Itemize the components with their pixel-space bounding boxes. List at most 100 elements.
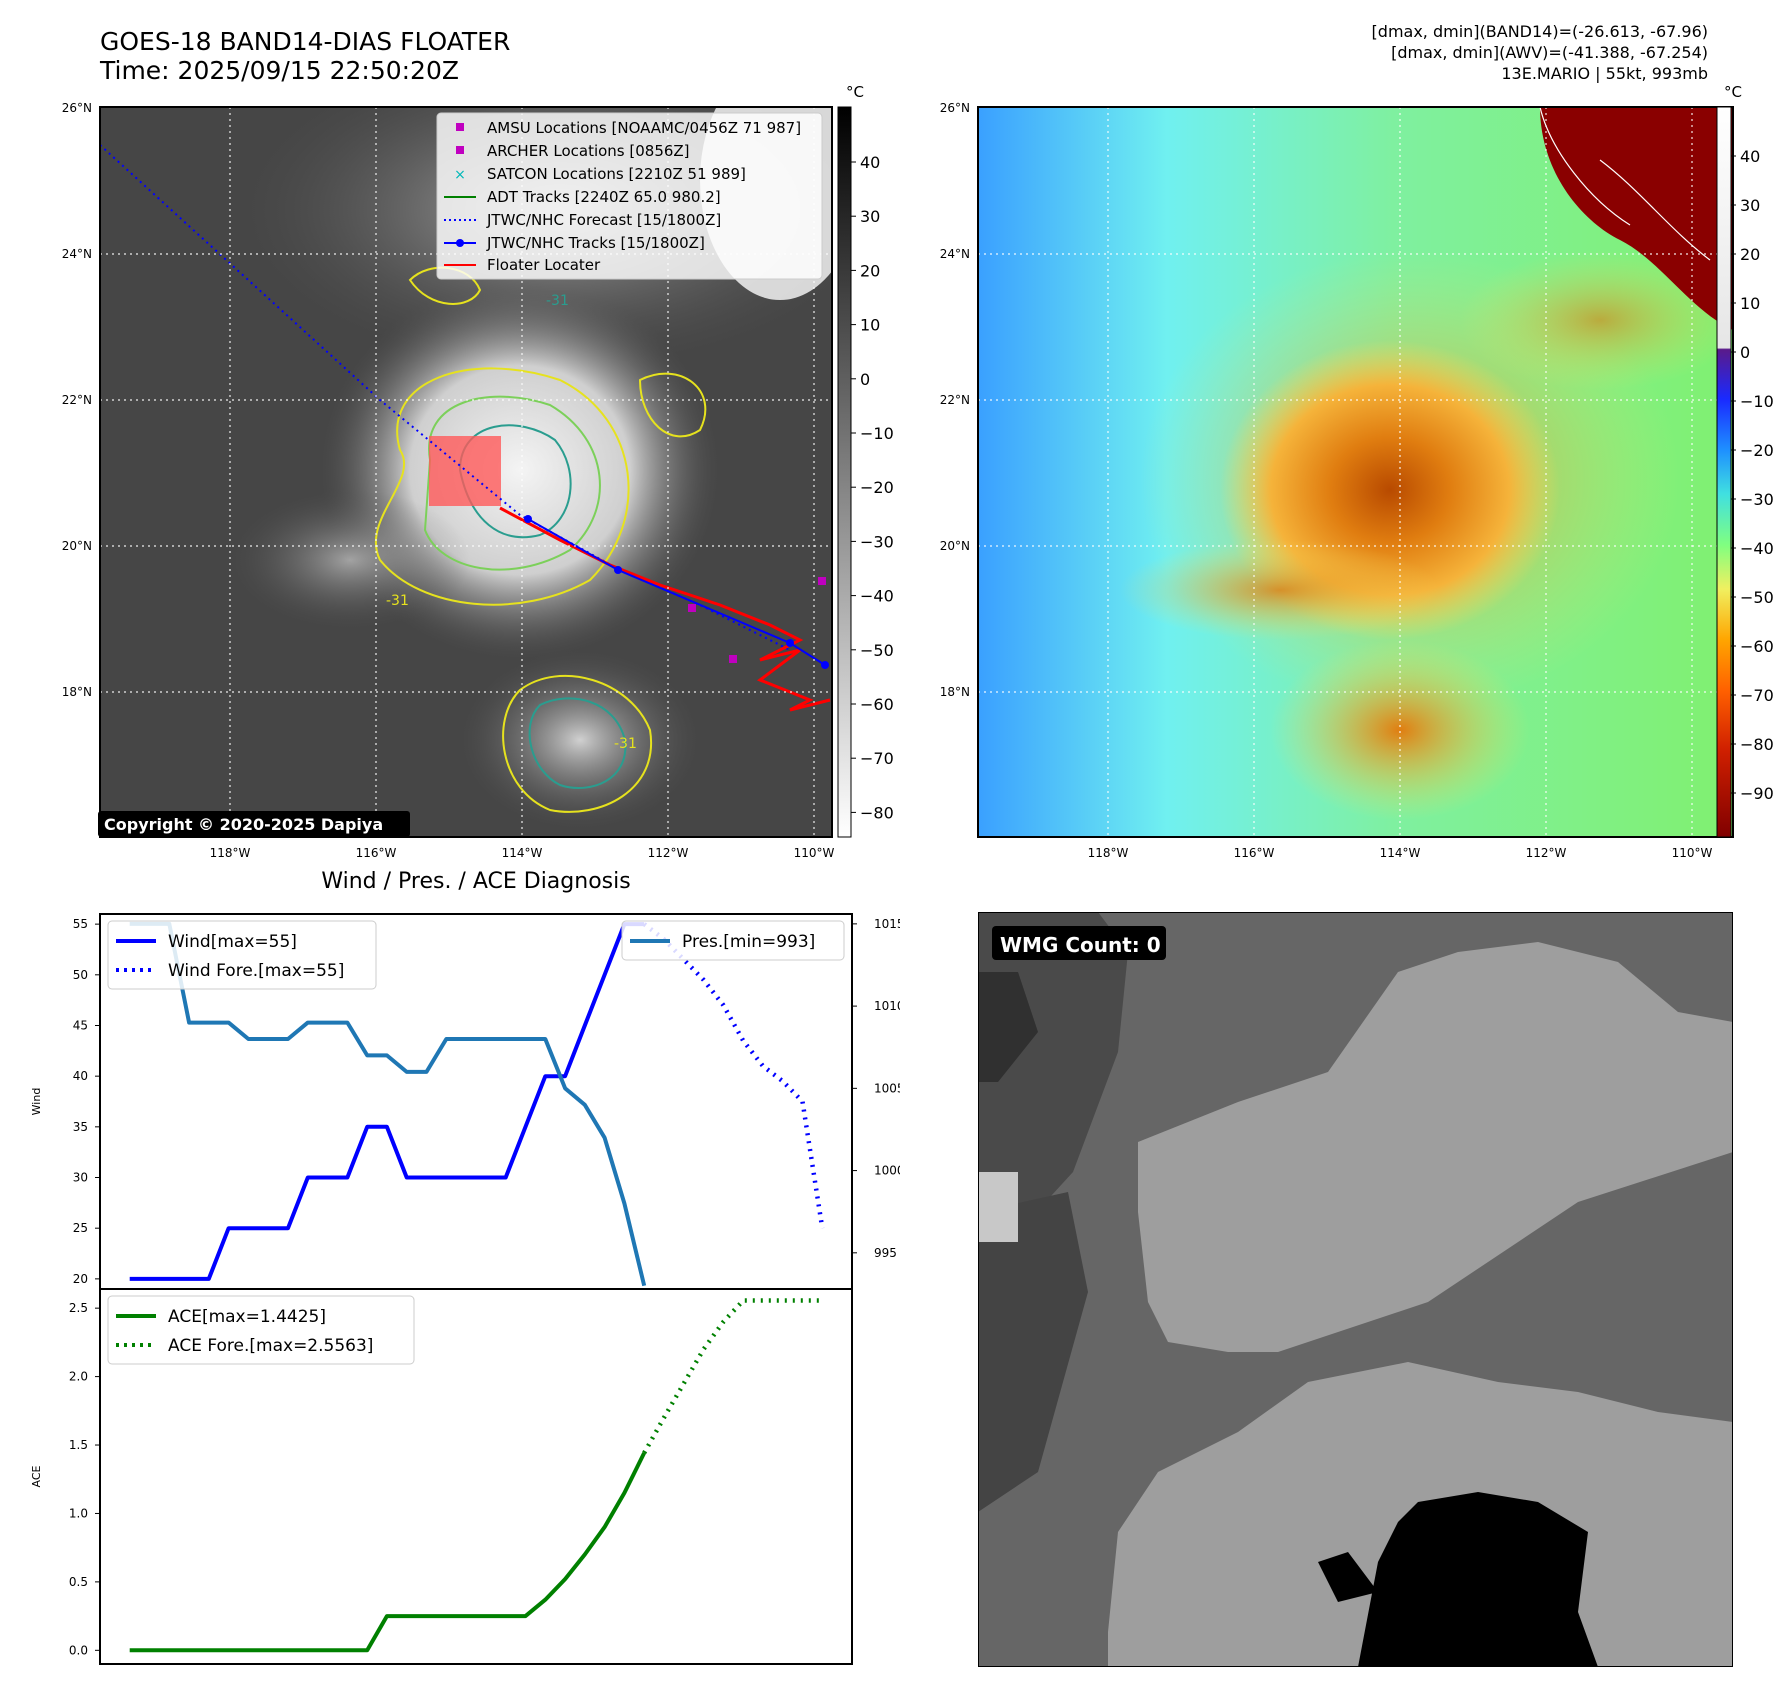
colorbar-tick-label: −70 bbox=[860, 749, 894, 768]
lon-label: 118°W bbox=[1088, 846, 1129, 860]
colorbar-tick-label: −10 bbox=[1740, 392, 1774, 411]
copyright-text: Copyright © 2020-2025 Dapiya bbox=[104, 815, 383, 834]
y-right-tick-label: 995 bbox=[874, 1246, 897, 1260]
figure-title: GOES-18 BAND14-DIAS FLOATER bbox=[100, 27, 511, 56]
lat-label: 22°N bbox=[62, 393, 92, 407]
colorbar-tick-label: 0 bbox=[1740, 343, 1750, 362]
lat-label: 20°N bbox=[62, 539, 92, 553]
colorbar-tick-label: −30 bbox=[860, 532, 894, 551]
y-tick-label: 2.5 bbox=[69, 1301, 88, 1315]
y-right-tick-label: 1000 bbox=[874, 1164, 900, 1178]
y-right-tick-label: 1015 bbox=[874, 917, 900, 931]
colorbar-tick-label: −30 bbox=[1740, 490, 1774, 509]
colorbar-tick-label: 20 bbox=[1740, 245, 1760, 264]
series-line bbox=[129, 1452, 646, 1653]
y-tick-label: 1.5 bbox=[69, 1438, 88, 1452]
diagnosis-chart: 20 25 30 35 40 45 50 55 995 1000 1005 1010 1015 Wind P… bbox=[30, 913, 900, 1665]
colorbar-tick-label: −10 bbox=[860, 424, 894, 443]
colorbar-unit: °C bbox=[846, 83, 864, 101]
figure-time: Time: 2025/09/15 22:50:20Z bbox=[100, 56, 459, 85]
chart-legend bbox=[621, 920, 845, 961]
y-tick-label: 0.0 bbox=[69, 1643, 88, 1657]
lon-label: 110°W bbox=[1672, 846, 1713, 860]
colorbar-tick-label: 40 bbox=[1740, 147, 1760, 166]
gray-colorbar bbox=[837, 106, 852, 838]
floater-box bbox=[429, 436, 501, 506]
y-axis-label: ACE bbox=[30, 1465, 43, 1487]
colorbar-unit: °C bbox=[1724, 83, 1742, 101]
svg-text:×: × bbox=[454, 167, 466, 183]
y-tick-label: 0.5 bbox=[69, 1575, 88, 1589]
awv-colorbar bbox=[1716, 106, 1732, 838]
chart-legend bbox=[107, 920, 377, 990]
info-storm: 13E.MARIO | 55kt, 993mb bbox=[1501, 64, 1708, 83]
jtwc-track bbox=[527, 518, 826, 666]
y-axis-label: Wind bbox=[30, 1088, 43, 1116]
lat-label: 18°N bbox=[940, 685, 970, 699]
contour-label: -31 bbox=[614, 736, 637, 752]
map-legend: AMSU Locations [NOAAMC/0456Z 71 987] ARC… bbox=[436, 112, 823, 280]
lat-label: 24°N bbox=[940, 247, 970, 261]
colorbar-tick-label: 40 bbox=[860, 153, 880, 172]
y-tick-label: 50 bbox=[73, 968, 88, 982]
chart-title: Wind / Pres. / ACE Diagnosis bbox=[321, 869, 631, 894]
lon-label: 114°W bbox=[502, 846, 543, 860]
awv-colorbar-ticks: 40 30 20 10 0 −10 −20 −30 −40 −50 −60 −70 −80 −90 bbox=[1731, 147, 1774, 803]
colorbar-tick-label: 30 bbox=[860, 207, 880, 226]
y-tick-label: 1.0 bbox=[69, 1506, 88, 1520]
awv-map-panel: 26°N 24°N 22°N 20°N 18°N 118°W 116°W 114… bbox=[940, 83, 1774, 860]
lon-label: 110°W bbox=[794, 846, 835, 860]
lon-label: 112°W bbox=[648, 846, 689, 860]
gray-colorbar-ticks: 40 30 20 10 0 −10 −20 −30 −40 −50 −60 −70 −80 bbox=[851, 153, 894, 822]
legend-label: Wind Fore.[max=55] bbox=[168, 961, 344, 981]
y-tick-label: 55 bbox=[73, 917, 88, 931]
chart-legend bbox=[107, 1295, 415, 1365]
wmg-badge bbox=[992, 926, 1166, 960]
colorbar-tick-label: −50 bbox=[860, 641, 894, 660]
colorbar-tick-label: −80 bbox=[860, 803, 894, 822]
legend-archer: ARCHER Locations [0856Z] bbox=[487, 142, 690, 160]
copyright-badge bbox=[98, 811, 410, 837]
lat-label: 18°N bbox=[62, 685, 92, 699]
colorbar-tick-label: −20 bbox=[1740, 441, 1774, 460]
y-tick-label: 40 bbox=[73, 1069, 88, 1083]
ir-map-panel: -31 -31 -31 26°N 24°N 22°N 20°N 18°N bbox=[62, 83, 894, 860]
colorbar-tick-label: −70 bbox=[1740, 686, 1774, 705]
colorbar-tick-label: 0 bbox=[860, 370, 870, 389]
legend-adt: ADT Tracks [2240Z 65.0 980.2] bbox=[487, 188, 721, 206]
colorbar-tick-label: 10 bbox=[1740, 294, 1760, 313]
info-awv: [dmax, dmin](AWV)=(-41.388, -67.254) bbox=[1391, 43, 1708, 62]
y-tick-label: 20 bbox=[73, 1272, 88, 1286]
series-line bbox=[642, 922, 825, 1229]
colorbar-tick-label: 30 bbox=[1740, 196, 1760, 215]
colorbar-tick-label: −20 bbox=[860, 478, 894, 497]
lon-label: 116°W bbox=[356, 846, 397, 860]
contour-label: -31 bbox=[546, 293, 569, 309]
colorbar-tick-label: 10 bbox=[860, 316, 880, 335]
colorbar-tick-label: −40 bbox=[860, 587, 894, 606]
legend-tracks: JTWC/NHC Tracks [15/1800Z] bbox=[486, 234, 705, 252]
legend-label: Wind[max=55] bbox=[168, 932, 297, 952]
y-tick-label: 30 bbox=[73, 1171, 88, 1185]
colorbar-tick-label: −80 bbox=[1740, 735, 1774, 754]
contour-label: -31 bbox=[386, 593, 409, 609]
wmg-count: WMG Count: 0 bbox=[1000, 933, 1161, 957]
lon-label: 118°W bbox=[210, 846, 251, 860]
lat-label: 26°N bbox=[940, 101, 970, 115]
y-tick-label: 2.0 bbox=[69, 1370, 88, 1384]
legend-floater: Floater Locater bbox=[487, 256, 601, 274]
legend-amsu: AMSU Locations [NOAAMC/0456Z 71 987] bbox=[487, 119, 801, 137]
lon-label: 114°W bbox=[1380, 846, 1421, 860]
lon-label: 112°W bbox=[1526, 846, 1567, 860]
legend-satcon: SATCON Locations [2210Z 51 989] bbox=[487, 165, 746, 183]
lat-label: 22°N bbox=[940, 393, 970, 407]
info-band14: [dmax, dmin](BAND14)=(-26.613, -67.96) bbox=[1371, 22, 1708, 41]
awv-imagery bbox=[978, 107, 1733, 837]
y-tick-label: 45 bbox=[73, 1018, 88, 1032]
y-right-tick-label: 1010 bbox=[874, 999, 900, 1013]
legend-label: ACE[max=1.4425] bbox=[168, 1307, 326, 1327]
lat-label: 24°N bbox=[62, 247, 92, 261]
lat-label: 26°N bbox=[62, 101, 92, 115]
series-line bbox=[129, 921, 647, 1287]
